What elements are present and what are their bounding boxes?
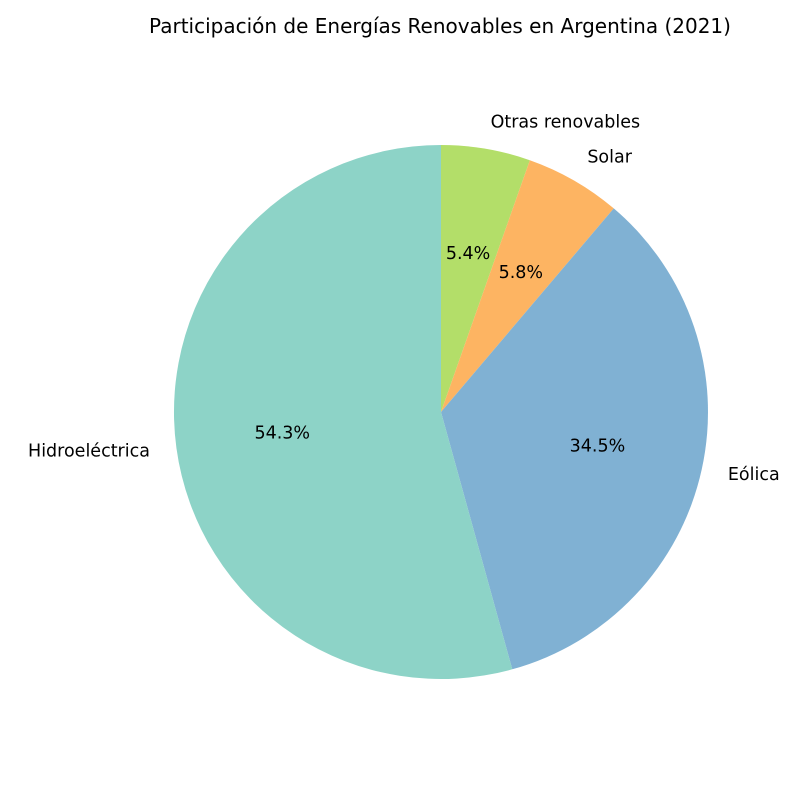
slice-label-solar: Solar: [587, 147, 632, 167]
pie-slice-hidroelectrica: [173, 145, 513, 680]
pie-labels: 5.4% Otras renovables 5.8% Solar 34.5% Eólica…: [28, 113, 780, 486]
pie-slice-solar: [441, 160, 614, 412]
pie-slices: [173, 145, 708, 680]
pie-slice-otras-renovables: [441, 145, 530, 412]
pct-label-otras-renovables: 5.4%: [446, 244, 490, 264]
slice-label-eolica: Eólica: [728, 465, 780, 485]
slice-label-hidroelectrica: Hidroeléctrica: [28, 442, 150, 462]
slice-label-otras-renovables: Otras renovables: [491, 113, 641, 133]
pct-label-hidroelectrica: 54.3%: [254, 424, 310, 444]
chart-title: Participación de Energías Renovables en …: [149, 14, 731, 38]
pct-label-eolica: 34.5%: [570, 436, 626, 456]
pct-label-solar: 5.8%: [499, 263, 543, 283]
pie-slice-eolica: [441, 208, 708, 670]
